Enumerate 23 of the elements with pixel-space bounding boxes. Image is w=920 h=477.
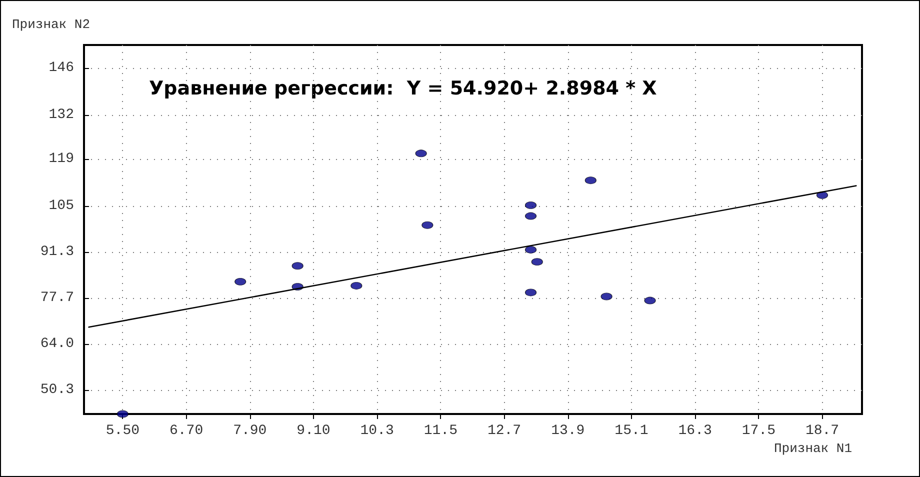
y-tick-label: 146: [48, 60, 74, 76]
x-tick-label: 6.70: [169, 423, 204, 439]
x-tick-label: 9.10: [296, 423, 330, 439]
x-tick-label: 7.90: [233, 423, 267, 439]
x-tick-label: 17.5: [742, 423, 776, 439]
x-tick-label: 15.1: [614, 423, 648, 439]
annotation: Уравнение регрессии: Y = 54.920+ 2.8984 * X: [149, 78, 658, 100]
y-tick-label: 105: [48, 198, 74, 214]
x-tick-label: 13.9: [551, 423, 585, 439]
y-tick-label: 91.3: [40, 244, 74, 260]
y-tick-label: 77.7: [40, 290, 74, 306]
x-tick-label: 18.7: [805, 423, 840, 439]
x-tick-label: 11.5: [424, 423, 458, 439]
x-tick-label: 12.7: [487, 423, 522, 439]
x-tick-label: 16.3: [678, 423, 712, 439]
y-tick-label: 132: [48, 107, 74, 124]
y-tick-label: 64.0: [40, 336, 74, 352]
y-axis-title: Признак N2: [12, 17, 90, 32]
y-tick-label: 50.3: [40, 382, 74, 398]
y-tick-label: 119: [48, 150, 74, 167]
x-axis-title: Признак N1: [774, 441, 852, 456]
x-tick-label: 5.50: [106, 423, 140, 439]
x-tick-label: 10.3: [360, 423, 394, 439]
